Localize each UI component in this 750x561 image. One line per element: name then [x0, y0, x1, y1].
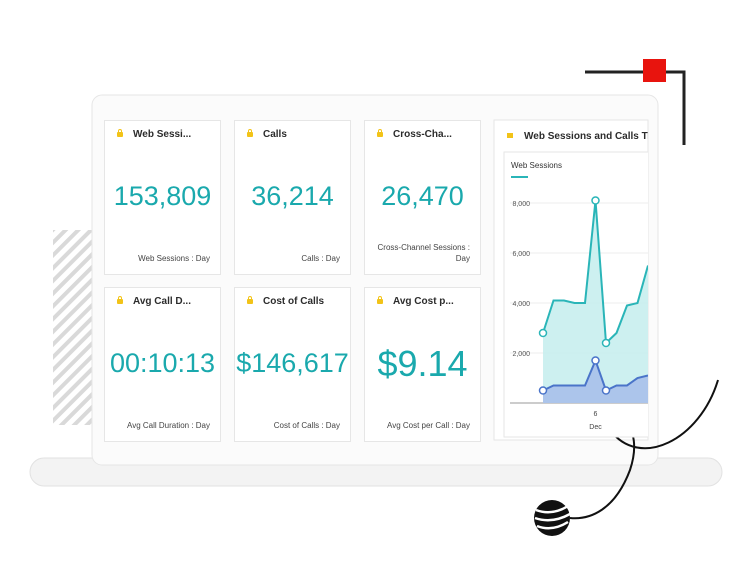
series-area	[543, 200, 648, 403]
card-title: Avg Call D...	[133, 296, 191, 307]
kpi-card: Web Sessi... 153,809 Web Sessions : Day	[104, 120, 221, 275]
legend-label: Web Sessions	[511, 161, 562, 170]
card-value: 153,809	[113, 181, 212, 211]
lock-icon	[507, 133, 513, 138]
card-value: 26,470	[381, 181, 464, 211]
y-tick-label: 6,000	[512, 251, 530, 258]
lock-icon	[117, 129, 123, 137]
card-value: 00:10:13	[109, 348, 216, 378]
y-tick-label: 2,000	[512, 351, 530, 358]
kpi-card: Avg Call D... 00:10:13 Avg Call Duration :…	[104, 287, 221, 442]
lock-icon	[247, 296, 253, 304]
kpi-card: Calls 36,214 Calls : Day	[234, 120, 351, 275]
x-axis-label: Dec	[589, 424, 602, 431]
card-value: $9.14	[377, 343, 468, 384]
point-marker	[538, 386, 548, 395]
card-title: Cross-Cha...	[393, 129, 452, 140]
lock-icon	[377, 129, 383, 137]
card-value: $146,617	[236, 348, 349, 378]
red-square	[643, 59, 666, 82]
point-marker	[591, 196, 600, 205]
ball-stripes	[534, 504, 571, 530]
card-title: Avg Cost p...	[393, 296, 454, 307]
lock-icon	[117, 296, 123, 304]
corner-line	[585, 70, 686, 145]
point-marker	[591, 356, 600, 365]
stripes	[53, 230, 93, 425]
lock-icon	[247, 129, 253, 137]
card-footer: Web Sessions : Day	[138, 254, 210, 263]
y-tick-label: 4,000	[512, 301, 530, 308]
point-marker	[601, 386, 611, 395]
x-tick-label: 6	[594, 411, 598, 418]
card-title: Cost of Calls	[263, 296, 325, 307]
kpi-card: Cross-Cha... 26,470 Cross-Channel Sessions…	[364, 120, 481, 275]
kpi-card: Cost of Calls $146,617 Cost of Calls : Day	[234, 287, 351, 442]
point-marker	[601, 338, 611, 348]
card-value: 36,214	[251, 181, 334, 211]
trend-chart: Web Sessions and Calls Tren Web Sessions 2…	[503, 131, 663, 438]
card-title: Web Sessi...	[133, 129, 192, 140]
kpi-card: Avg Cost p... $9.14 Avg Cost per Call : Da…	[364, 287, 481, 442]
card-footer: Calls : Day	[301, 254, 340, 263]
card-title: Calls	[263, 129, 287, 140]
card-footer: Avg Cost per Call : Day	[387, 421, 470, 430]
series-area	[543, 360, 648, 403]
chart-title: Web Sessions and Calls Tren	[524, 131, 663, 142]
point-marker	[538, 328, 548, 338]
y-tick-label: 8,000	[512, 201, 530, 208]
card-footer: Avg Call Duration : Day	[127, 421, 210, 430]
card-footer: Cost of Calls : Day	[273, 421, 340, 430]
lock-icon	[377, 296, 383, 304]
card-footer: Cross-Channel Sessions : Day	[377, 243, 470, 263]
